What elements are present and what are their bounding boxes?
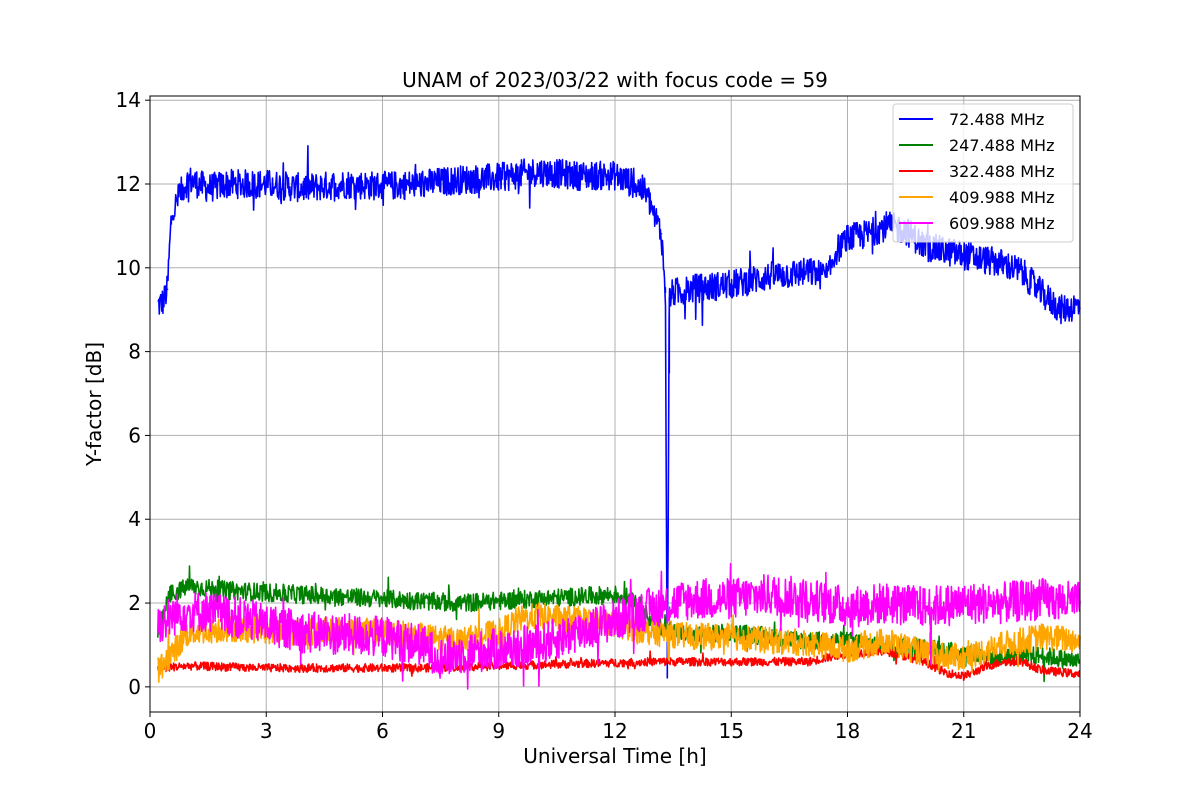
- x-tick-label: 6: [376, 719, 389, 743]
- y-tick-label: 0: [128, 675, 141, 699]
- x-tick-label: 18: [835, 719, 860, 743]
- y-axis-label: Y-factor [dB]: [82, 342, 106, 467]
- y-tick-label: 6: [128, 423, 141, 447]
- y-tick-label: 14: [116, 88, 141, 112]
- grid: [149, 96, 1081, 712]
- legend-entry: 72.488 MHz: [949, 110, 1044, 129]
- y-tick-label: 2: [128, 591, 141, 615]
- x-tick-label: 0: [144, 719, 157, 743]
- x-tick-label: 15: [719, 719, 744, 743]
- legend-box: [892, 103, 1074, 243]
- legend: 72.488 MHz 247.488 MHz 322.488 MHz 409.988 …: [892, 103, 1074, 243]
- x-tick-label: 3: [260, 719, 273, 743]
- legend-entry: 409.988 MHz: [949, 188, 1054, 207]
- legend-entry: 609.988 MHz: [949, 214, 1054, 233]
- y-tick-label: 10: [116, 256, 141, 280]
- y-tick-label: 8: [128, 340, 141, 364]
- x-tick-label: 24: [1067, 719, 1092, 743]
- legend-entry: 247.488 MHz: [949, 136, 1054, 155]
- legend-entry: 322.488 MHz: [949, 162, 1054, 181]
- x-tick-label: 21: [951, 719, 976, 743]
- x-tick-label: 9: [492, 719, 505, 743]
- y-tick-label: 12: [116, 172, 141, 196]
- x-axis-label: Universal Time [h]: [523, 744, 706, 768]
- chart-title: UNAM of 2023/03/22 with focus code = 59: [402, 68, 828, 92]
- y-tick-label: 4: [128, 507, 141, 531]
- series-layer: [157, 145, 1081, 690]
- x-tick-label: 12: [602, 719, 627, 743]
